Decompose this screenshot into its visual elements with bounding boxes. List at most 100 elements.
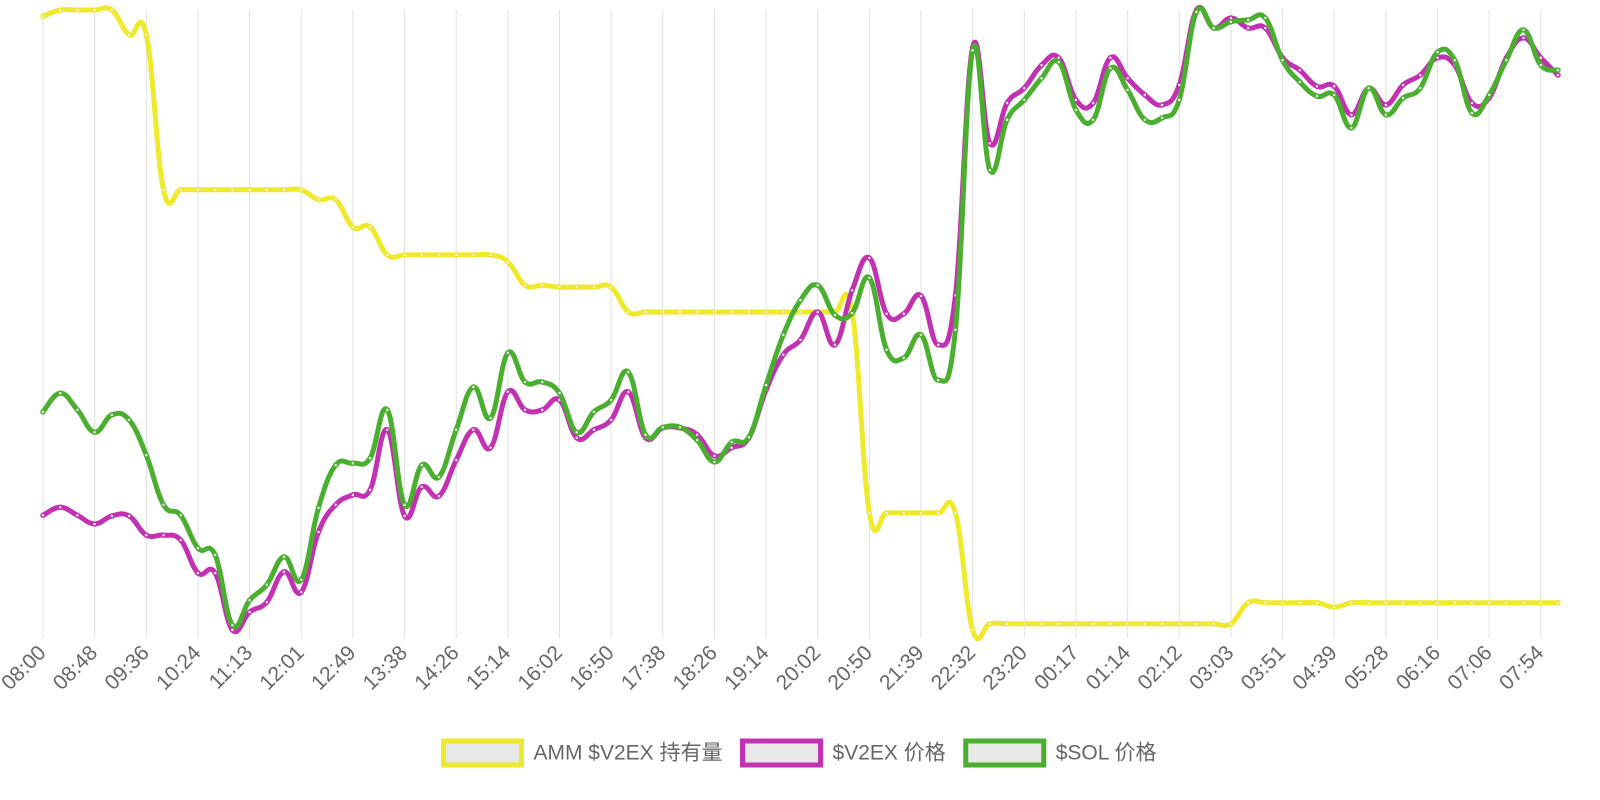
data-point bbox=[1090, 116, 1096, 123]
x-tick-label: 07:06 bbox=[1443, 641, 1496, 694]
data-point bbox=[436, 493, 442, 499]
data-point bbox=[298, 589, 304, 595]
data-point bbox=[711, 453, 718, 459]
data-point bbox=[987, 167, 993, 173]
x-tick-label: 06:16 bbox=[1392, 641, 1445, 694]
data-point bbox=[315, 505, 322, 511]
data-point bbox=[1090, 621, 1096, 627]
data-point bbox=[1021, 97, 1028, 103]
data-point bbox=[57, 504, 63, 510]
x-tick-label: 09:36 bbox=[100, 641, 153, 694]
data-point bbox=[591, 426, 597, 433]
data-point bbox=[177, 537, 184, 543]
x-tick-label: 18:26 bbox=[669, 641, 722, 694]
data-point bbox=[264, 599, 270, 605]
data-point bbox=[625, 389, 632, 395]
data-point bbox=[1262, 25, 1269, 31]
data-point bbox=[883, 510, 890, 516]
data-point bbox=[642, 431, 649, 438]
data-point bbox=[229, 622, 236, 628]
data-point bbox=[1055, 59, 1062, 65]
data-point bbox=[281, 187, 287, 193]
data-point bbox=[1365, 85, 1372, 91]
x-tick-label: 07:54 bbox=[1495, 641, 1549, 695]
data-point bbox=[987, 621, 993, 627]
data-point bbox=[160, 187, 167, 193]
data-point bbox=[419, 252, 425, 258]
data-point bbox=[1210, 621, 1217, 627]
data-point bbox=[1297, 599, 1303, 606]
data-point bbox=[573, 429, 580, 435]
data-point bbox=[1383, 112, 1389, 118]
data-point bbox=[1142, 621, 1148, 627]
data-point bbox=[1348, 125, 1355, 131]
data-point bbox=[91, 429, 98, 435]
data-point bbox=[539, 379, 546, 385]
legend-item: $V2EX 价格 bbox=[740, 738, 946, 768]
data-point bbox=[505, 389, 511, 395]
x-tick-label: 23:20 bbox=[978, 641, 1031, 694]
data-point bbox=[1038, 621, 1045, 627]
data-point bbox=[74, 512, 81, 519]
data-point bbox=[591, 284, 597, 290]
data-point bbox=[1142, 116, 1148, 123]
data-point bbox=[109, 513, 115, 519]
x-tick-label: 14:26 bbox=[410, 641, 463, 694]
data-point bbox=[711, 309, 718, 315]
data-point bbox=[591, 409, 597, 415]
data-point bbox=[1245, 25, 1251, 31]
data-point bbox=[918, 293, 924, 299]
data-point bbox=[1365, 599, 1372, 606]
data-point bbox=[1245, 599, 1251, 606]
data-point bbox=[1159, 115, 1165, 121]
data-point bbox=[401, 502, 408, 508]
data-point bbox=[40, 13, 46, 19]
data-point bbox=[814, 282, 821, 289]
data-point bbox=[763, 309, 769, 315]
data-point bbox=[1348, 112, 1355, 118]
data-point bbox=[246, 187, 253, 193]
data-point bbox=[143, 452, 150, 458]
data-point bbox=[487, 252, 494, 258]
data-point bbox=[332, 462, 339, 468]
data-point bbox=[573, 284, 580, 290]
data-point bbox=[1555, 599, 1561, 606]
data-point bbox=[470, 384, 477, 390]
data-point bbox=[608, 397, 614, 403]
data-point bbox=[694, 437, 700, 444]
data-point bbox=[1004, 621, 1010, 627]
data-point bbox=[1142, 92, 1148, 98]
legend-label: $SOL 价格 bbox=[1056, 742, 1157, 765]
data-point bbox=[677, 309, 683, 315]
data-point bbox=[1107, 65, 1114, 72]
data-point bbox=[109, 7, 115, 13]
x-tick-label: 01:14 bbox=[1082, 641, 1136, 695]
data-point bbox=[1348, 599, 1355, 606]
data-point bbox=[470, 426, 477, 433]
data-point bbox=[1417, 85, 1424, 91]
legend-swatch bbox=[440, 738, 524, 768]
x-tick-label: 20:02 bbox=[772, 641, 825, 694]
data-point bbox=[1262, 15, 1269, 21]
data-point bbox=[539, 282, 546, 289]
data-point bbox=[625, 309, 632, 315]
data-point bbox=[1520, 599, 1527, 606]
data-point bbox=[91, 521, 98, 527]
data-point bbox=[1314, 599, 1320, 606]
data-point bbox=[1176, 621, 1182, 627]
data-point bbox=[1210, 25, 1217, 31]
data-point bbox=[1279, 599, 1286, 606]
data-point bbox=[126, 417, 132, 423]
data-point bbox=[797, 309, 804, 315]
data-point bbox=[1038, 62, 1045, 68]
data-point bbox=[1434, 49, 1441, 55]
data-point bbox=[281, 554, 287, 560]
data-point bbox=[677, 424, 683, 431]
data-point bbox=[195, 187, 201, 193]
x-tick-label: 20:50 bbox=[823, 641, 876, 694]
data-point bbox=[384, 407, 391, 413]
data-point bbox=[1451, 599, 1458, 606]
data-point bbox=[969, 47, 976, 54]
data-point bbox=[384, 426, 391, 433]
